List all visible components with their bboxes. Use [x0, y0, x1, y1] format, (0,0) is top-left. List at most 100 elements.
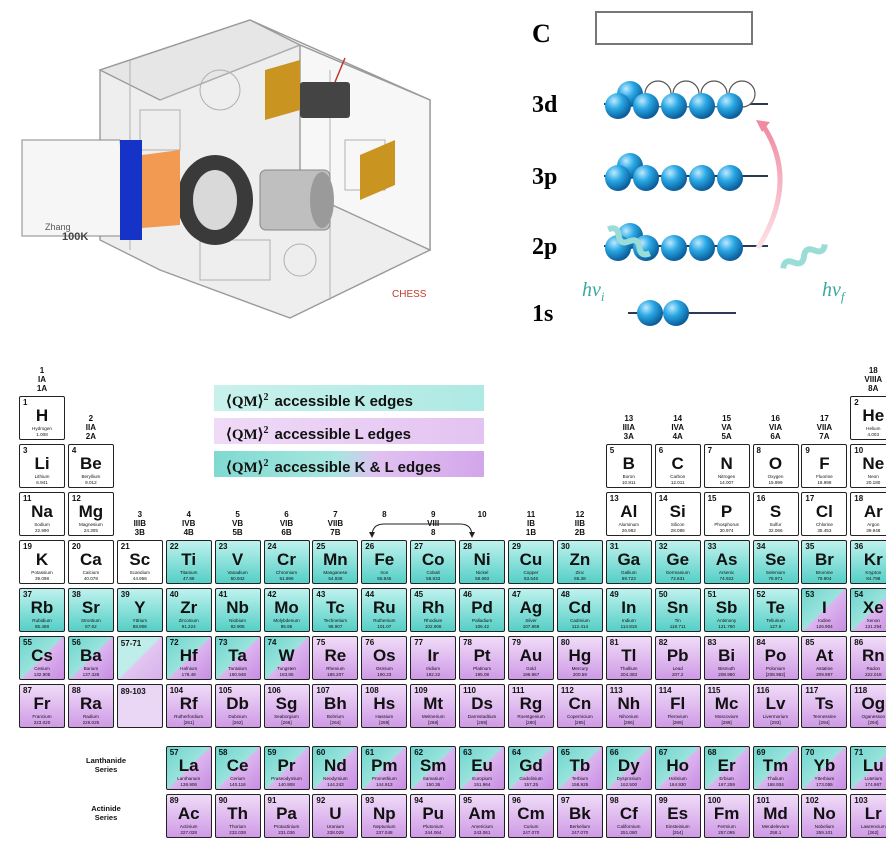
element-Te: 52 Te Tellurium 127.6 [752, 588, 799, 632]
element-name: Yttrium [132, 618, 148, 623]
element-name: Rutherfordium [174, 714, 204, 719]
element-symbol: Pr [277, 756, 296, 775]
element-Fl: 114 Fl Flerovium [289] [654, 684, 701, 728]
element-weight: 238.029 [327, 830, 344, 835]
element-Sn: 50 Sn Tin 118.711 [654, 588, 701, 632]
element-name: Polonium [765, 666, 786, 671]
element-weight: [294] [819, 720, 830, 725]
element-name: Indium [621, 618, 636, 623]
element-Es: 99 Es Einsteinium [254] [654, 794, 701, 838]
element-name: Livermorium [762, 714, 789, 719]
element-weight: 79.904 [817, 576, 832, 581]
element-symbol: Ru [372, 598, 396, 617]
element-K: 19 K Potassium 39.098 [19, 540, 65, 584]
chess-label: CHESS [392, 289, 427, 300]
group-label: 17 VIIA 7A [816, 414, 833, 441]
group-label: 11 IB 1B [525, 510, 537, 537]
element-number: 79 [512, 638, 521, 647]
element-symbol: Kr [863, 550, 883, 569]
element-name: Antimony [717, 618, 737, 623]
element-symbol: Cm [517, 804, 545, 823]
element-symbol: Ir [427, 646, 439, 665]
element-Pa: 91 Pa Protactinium 231.036 [263, 794, 310, 838]
element-weight: 22.990 [34, 528, 50, 533]
element-symbol: He [862, 406, 885, 425]
element-weight: 144.913 [375, 782, 393, 787]
element-Rn: 86 Rn Radon 222.018 [850, 636, 886, 680]
element-weight: 157.25 [523, 782, 539, 787]
element-number: 69 [756, 748, 766, 757]
element-symbol: Xe [862, 598, 884, 617]
element-name: Iron [380, 570, 389, 575]
element-symbol: Re [324, 646, 347, 665]
element-symbol: Sn [666, 598, 689, 617]
element-name: Zirconium [178, 618, 199, 623]
actinide-series-label: Actinide Series [91, 804, 121, 822]
element-weight: 91.224 [181, 624, 196, 629]
element-number: 65 [560, 748, 570, 757]
element-weight: 88.906 [132, 624, 147, 629]
level-label-3d: 3d [532, 92, 558, 118]
element-number: 59 [267, 748, 277, 757]
element-symbol: La [178, 756, 199, 775]
element-number: 24 [267, 542, 277, 551]
element-symbol: Ds [471, 694, 493, 713]
element-Rh: 45 Rh Rhodium 102.906 [410, 588, 457, 632]
element-name: Astatine [816, 666, 833, 671]
element-Pu: 94 Pu Plutonium 244.064 [410, 794, 457, 838]
element-weight: 50.942 [230, 576, 245, 581]
element-symbol: I [822, 598, 827, 617]
element-Br: 35 Br Bromine 79.904 [801, 540, 848, 584]
element-weight: 244.064 [424, 830, 442, 835]
element-name: Copper [523, 570, 539, 575]
element-name: Lanthanum [177, 776, 201, 781]
group-label: 10 [477, 510, 487, 519]
level-label-3p: 3p [532, 164, 557, 190]
element-O: 8 O Oxygen 15.999 [752, 444, 799, 488]
element-Lr: 103 Lr Lawrencium [262] [850, 794, 886, 838]
element-Ac: 89 Ac Actinium 227.028 [165, 794, 212, 838]
element-number: 97 [560, 796, 570, 805]
element-symbol: Ag [519, 598, 543, 617]
element-symbol: Ta [228, 646, 247, 665]
element-weight: 32.066 [768, 528, 783, 533]
element-In: 49 In Indium 114.818 [605, 588, 652, 632]
element-number: 53 [805, 590, 815, 599]
element-number: 115 [707, 686, 721, 695]
element-symbol: Zn [569, 550, 591, 569]
element-number: 96 [512, 796, 521, 805]
element-weight: 24.305 [83, 528, 98, 533]
element-number: 9 [805, 446, 810, 455]
element-weight: 186.207 [327, 672, 344, 677]
element-name: Gadolinium [519, 776, 543, 781]
element-weight: 14.007 [719, 480, 734, 485]
element-number: 67 [658, 748, 668, 757]
element-name: Argon [867, 522, 880, 527]
element-name: Niobium [229, 618, 247, 623]
element-weight: 127.6 [769, 624, 782, 629]
element-number: 108 [365, 686, 379, 695]
element-Fr: 87 Fr Francium 223.020 [19, 684, 65, 728]
element-weight: 15.999 [768, 480, 783, 485]
element-weight: 150.36 [426, 782, 441, 787]
group-label: 14 IVA 4A [671, 414, 685, 441]
element-symbol: Nd [324, 756, 347, 775]
element-name: Europium [472, 776, 492, 781]
element-weight: 58.933 [426, 576, 441, 581]
element-name: Tungsten [277, 666, 296, 671]
element-name: Einsteinium [665, 824, 690, 829]
element-symbol: Yb [813, 756, 836, 775]
electron [689, 93, 715, 119]
element-number: 56 [71, 638, 81, 647]
element-number: 15 [707, 494, 717, 503]
level-label-2p: 2p [532, 234, 557, 260]
electron [633, 93, 659, 119]
element-Nh: 113 Nh Nihonium [286] [605, 684, 652, 728]
element-Co: 27 Co Cobalt 58.933 [410, 540, 457, 584]
element-symbol: Tm [762, 756, 789, 775]
element-name: Curium [523, 824, 539, 829]
element-number: 11 [23, 494, 32, 503]
element-symbol: Te [766, 598, 785, 617]
element-name: Neodymium [323, 776, 348, 781]
element-Kr: 36 Kr Krypton 84.798 [850, 540, 886, 584]
